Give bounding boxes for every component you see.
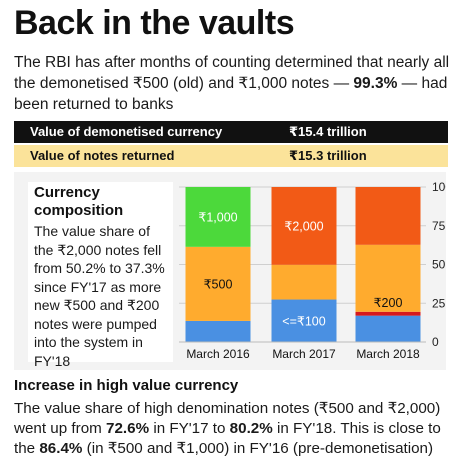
sidebar-title: Currency composition (34, 184, 124, 219)
bar-segment (271, 264, 337, 300)
bar-segment (185, 187, 251, 247)
y-tick-label: 100 (432, 180, 446, 194)
footer-bold-1: 72.6% (106, 420, 150, 437)
footer-paragraph: The value share of high denomination not… (14, 399, 454, 459)
footer-bold-3: 86.4% (39, 440, 83, 457)
bar-segment (355, 311, 421, 316)
bar-data-label: ₹1,000 (198, 210, 237, 224)
bar-segment (185, 246, 251, 321)
y-tick-label: 50 (432, 258, 446, 272)
intro-text-after: — had been returned to banks (14, 75, 448, 113)
footer-text-4: (in ₹500 and ₹1,000) in FY'16 (pre-demon… (82, 440, 434, 457)
footer-bold-2: 80.2% (229, 420, 273, 437)
footer-text-1: The value share of high denomination not… (14, 400, 441, 437)
y-tick-label: 25 (432, 296, 446, 310)
bar-segment (185, 320, 251, 342)
bar-segment (271, 187, 337, 265)
summary-row-demonetised: Value of demonetised currency ₹15.4 tril… (14, 121, 448, 143)
intro-paragraph: The RBI has after months of counting det… (14, 52, 454, 115)
bar-data-label: ₹500 (204, 277, 233, 291)
summary-row-value: ₹15.4 trillion (289, 124, 367, 139)
bar-data-label: ₹2,000 (284, 219, 323, 233)
summary-row-returned: Value of notes returned ₹15.3 trillion (14, 145, 448, 167)
section-subhead: Increase in high value currency (14, 377, 239, 394)
bar-segment (355, 315, 421, 342)
y-tick-label: 75 (432, 219, 446, 233)
summary-row-label: Value of demonetised currency (30, 124, 223, 139)
intro-text-before: The RBI has after months of counting det… (14, 54, 450, 92)
headline: Back in the vaults (14, 4, 295, 42)
bar-data-label: ₹200 (374, 296, 403, 310)
summary-row-label: Value of notes returned (30, 148, 175, 163)
currency-composition-chart: 0 25 50 75 100 March 2016 March 2017 March 2018… (179, 180, 446, 361)
x-tick-label: March 2016 (186, 347, 250, 361)
bar-segment (355, 187, 421, 245)
x-tick-label: March 2018 (356, 347, 420, 361)
y-tick-label: 0 (432, 335, 439, 349)
intro-highlight: 99.3% (353, 75, 398, 92)
chart-panel: Currency composition The value share of … (14, 172, 446, 370)
sidebar-text: The value share of the ₹2,000 notes fell… (34, 223, 165, 369)
footer-text-3: in FY'18. This is close to the (14, 420, 441, 457)
bar-segment (355, 244, 421, 312)
bar-segment (271, 299, 337, 342)
bar-data-label: <=₹100 (282, 314, 325, 328)
sidebar-box (28, 182, 173, 362)
summary-row-value: ₹15.3 trillion (289, 148, 367, 163)
x-tick-label: March 2017 (272, 347, 336, 361)
footer-text-2: in FY'17 to (149, 420, 230, 437)
